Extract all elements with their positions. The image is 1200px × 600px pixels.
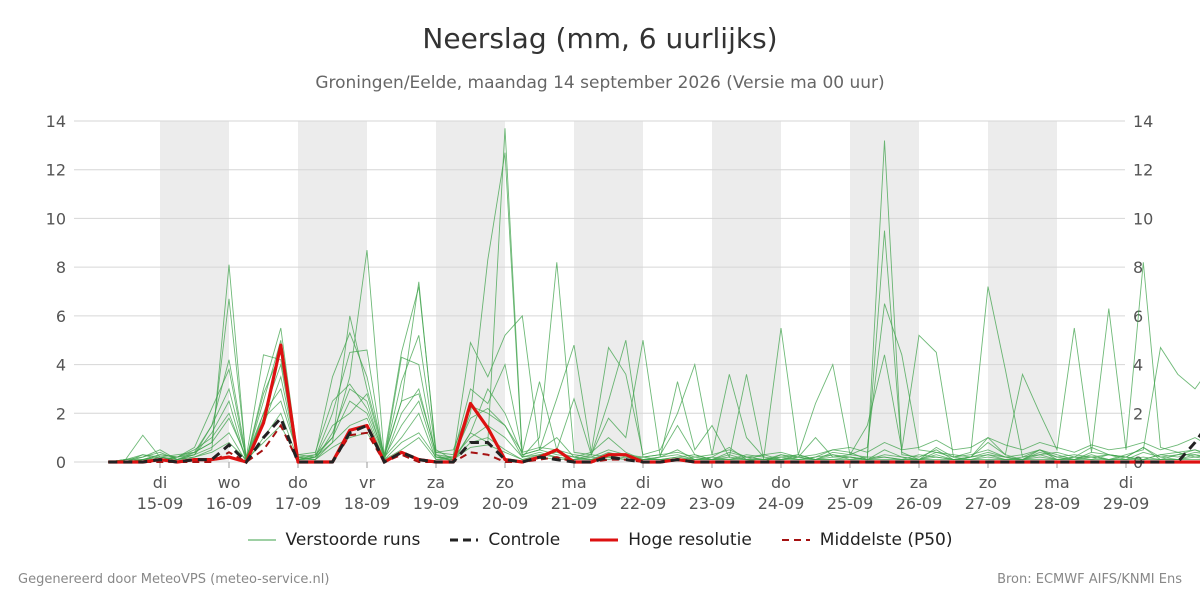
- chart-legend: Verstoorde runs Controle Hoge resolutie …: [0, 530, 1200, 550]
- y-tick-label-right: 2: [1133, 404, 1143, 423]
- x-tick-day-label: za: [427, 473, 445, 492]
- x-tick-day-label: wo: [701, 473, 724, 492]
- legend-swatch-dashed-darkred: [781, 539, 810, 541]
- footer-source: Bron: ECMWF AIFS/KNMI Ens: [997, 572, 1182, 587]
- shaded-day-band: [988, 121, 1057, 462]
- y-tick-label-left: 8: [56, 258, 66, 277]
- x-tick-day-label: zo: [979, 473, 997, 492]
- ensemble-member-line: [108, 286, 1200, 463]
- x-tick-date-label: 24-09: [758, 494, 805, 513]
- y-tick-label-right: 4: [1133, 356, 1143, 375]
- y-tick-label-left: 10: [46, 209, 66, 228]
- ensemble-member-line: [108, 383, 1200, 463]
- x-tick-date-label: 23-09: [689, 494, 736, 513]
- x-tick-date-label: 26-09: [896, 494, 943, 513]
- x-tick-date-label: 21-09: [551, 494, 598, 513]
- y-tick-label-left: 6: [56, 307, 66, 326]
- x-tick-date-label: 20-09: [482, 494, 529, 513]
- x-tick-date-label: 15-09: [137, 494, 184, 513]
- x-tick-day-label: zo: [496, 473, 514, 492]
- legend-label-controle: Controle: [488, 530, 561, 550]
- x-tick-day-label: do: [771, 473, 791, 492]
- legend-label-verstoorde-runs: Verstoorde runs: [285, 530, 421, 550]
- x-tick-date-label: 22-09: [620, 494, 667, 513]
- legend-item-verstoorde-runs[interactable]: Verstoorde runs: [247, 530, 421, 550]
- x-tick-day-label: wo: [218, 473, 241, 492]
- x-tick-date-label: 18-09: [344, 494, 391, 513]
- x-tick-day-label: ma: [1044, 473, 1069, 492]
- y-tick-label-left: 0: [56, 453, 66, 472]
- x-tick-day-label: di: [636, 473, 651, 492]
- ensemble-member-line: [108, 303, 1200, 463]
- x-tick-date-label: 17-09: [275, 494, 322, 513]
- legend-item-controle[interactable]: Controle: [450, 530, 560, 550]
- x-tick-date-label: 16-09: [206, 494, 253, 513]
- legend-label-hoge-resolutie: Hoge resolutie: [628, 530, 752, 550]
- legend-swatch-thin-green: [247, 539, 276, 541]
- x-tick-day-label: vr: [842, 473, 858, 492]
- y-tick-label-left: 14: [46, 112, 66, 131]
- x-tick-day-label: vr: [359, 473, 375, 492]
- chart-title: Neerslag (mm, 6 uurlijks): [422, 22, 778, 55]
- ensemble-member-line: [108, 346, 1200, 463]
- y-tick-label-right: 12: [1133, 161, 1153, 180]
- x-tick-date-label: 28-09: [1034, 494, 1081, 513]
- x-tick-date-label: 29-09: [1103, 494, 1150, 513]
- y-tick-label-right: 8: [1133, 258, 1143, 277]
- y-tick-label-right: 10: [1133, 209, 1153, 228]
- x-tick-day-label: za: [910, 473, 928, 492]
- x-tick-day-label: di: [153, 473, 168, 492]
- ensemble-member-line: [108, 424, 1200, 463]
- shaded-day-band: [712, 121, 781, 462]
- x-tick-day-label: di: [1119, 473, 1134, 492]
- legend-swatch-solid-red: [590, 538, 619, 542]
- shaded-day-band: [298, 121, 367, 462]
- x-tick-date-label: 27-09: [965, 494, 1012, 513]
- legend-swatch-dashed-black: [450, 538, 479, 542]
- x-tick-date-label: 25-09: [827, 494, 874, 513]
- x-tick-day-label: do: [288, 473, 308, 492]
- control-run-line: [108, 415, 1200, 465]
- footer-generated-by: Gegenereerd door MeteoVPS (meteo-service…: [18, 572, 330, 587]
- y-tick-label-left: 4: [56, 356, 66, 375]
- x-tick-day-label: ma: [561, 473, 586, 492]
- y-tick-label-right: 14: [1133, 112, 1153, 131]
- x-tick-date-label: 19-09: [413, 494, 460, 513]
- legend-label-middelste: Middelste (P50): [819, 530, 953, 550]
- y-tick-label-left: 2: [56, 404, 66, 423]
- chart-subtitle: Groningen/Eelde, maandag 14 september 20…: [315, 73, 885, 93]
- y-tick-label-left: 12: [46, 161, 66, 180]
- shaded-day-band: [850, 121, 919, 462]
- legend-item-middelste[interactable]: Middelste (P50): [781, 530, 953, 550]
- legend-item-hoge-resolutie[interactable]: Hoge resolutie: [590, 530, 752, 550]
